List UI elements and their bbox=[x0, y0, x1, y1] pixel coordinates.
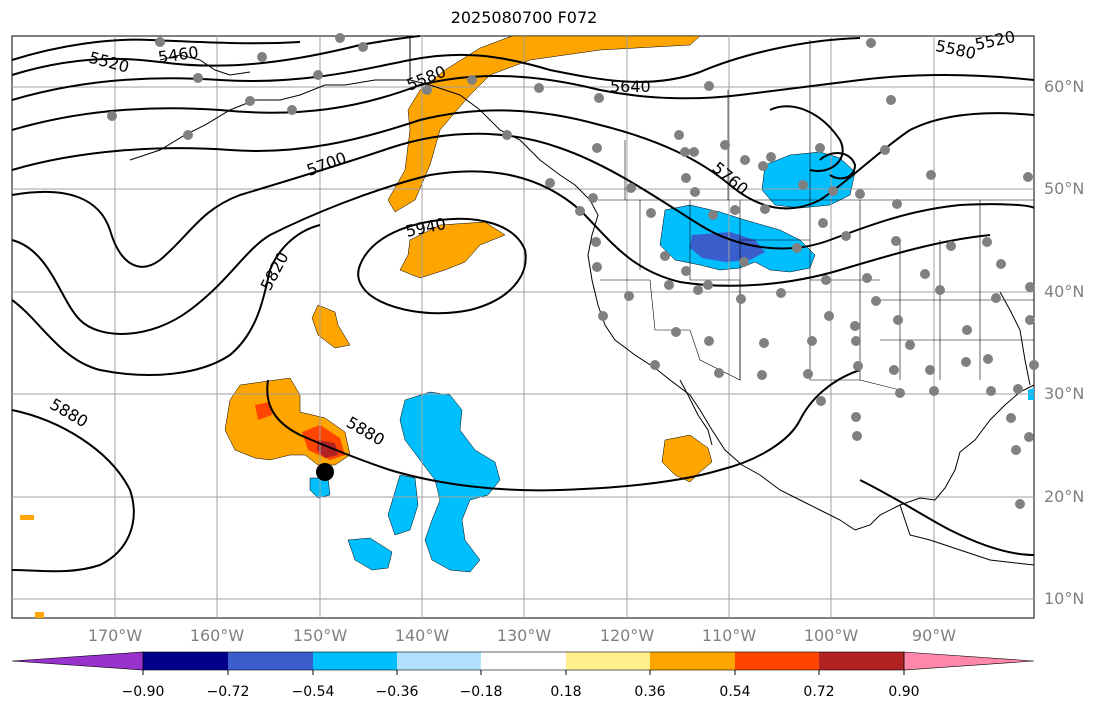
colorbar-tick-label: 0.72 bbox=[803, 684, 835, 700]
lat-label: 40°N bbox=[1044, 282, 1085, 301]
height-contours bbox=[11, 35, 1035, 573]
colorbar-tick-label: 0.54 bbox=[719, 684, 751, 700]
colorbar-tick-label: 0.90 bbox=[888, 684, 920, 700]
colorbar-tick-label: 0.36 bbox=[634, 684, 666, 700]
lat-label: 20°N bbox=[1044, 487, 1085, 506]
colorbar-tick-label: −0.18 bbox=[459, 684, 503, 700]
map-area: 5460 5520 5580 5640 5700 5760 5820 5880 … bbox=[11, 27, 1039, 619]
colorbar-tick-label: −0.36 bbox=[375, 684, 419, 700]
lon-label: 120°W bbox=[599, 626, 655, 645]
lon-label: 140°W bbox=[394, 626, 450, 645]
lat-label: 30°N bbox=[1044, 384, 1085, 403]
location-marker bbox=[316, 463, 334, 481]
lon-label: 90°W bbox=[911, 626, 957, 645]
colorbar-tick-label: −0.90 bbox=[121, 684, 165, 700]
colorbar-tick-label: −0.72 bbox=[206, 684, 250, 700]
contour-label: 5640 bbox=[610, 77, 651, 96]
coastlines bbox=[129, 36, 1035, 566]
lon-label: 110°W bbox=[701, 626, 757, 645]
lat-label: 10°N bbox=[1044, 589, 1085, 608]
lat-label: 60°N bbox=[1044, 77, 1085, 96]
lon-label: 170°W bbox=[87, 626, 143, 645]
lon-label: 160°W bbox=[189, 626, 245, 645]
lon-label: 130°W bbox=[496, 626, 552, 645]
state-borders bbox=[598, 40, 1034, 391]
lon-label: 100°W bbox=[803, 626, 859, 645]
lat-label: 50°N bbox=[1044, 179, 1085, 198]
graticule bbox=[12, 36, 1034, 618]
colorbar-tick-label: 0.18 bbox=[550, 684, 582, 700]
colorbar bbox=[11, 651, 1035, 675]
lon-label: 150°W bbox=[292, 626, 348, 645]
station-dots bbox=[107, 33, 1039, 509]
map-title: 2025080700 F072 bbox=[450, 8, 598, 27]
colorbar-tick-label: −0.54 bbox=[291, 684, 335, 700]
